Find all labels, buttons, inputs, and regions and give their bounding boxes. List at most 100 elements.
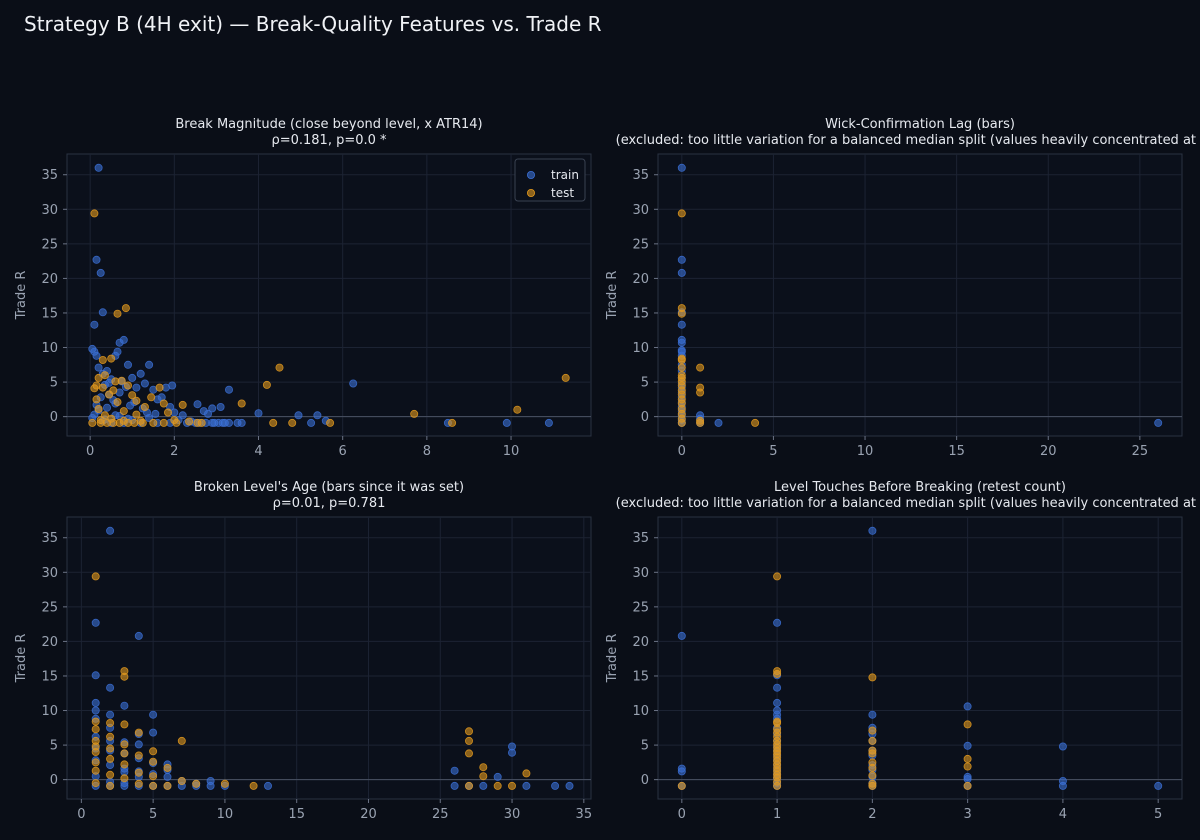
train-point xyxy=(1154,781,1163,790)
y-tick-label: 5 xyxy=(50,739,58,754)
train-point xyxy=(91,618,100,627)
test-point xyxy=(696,418,705,427)
y-tick-label: 30 xyxy=(41,566,58,581)
train-point xyxy=(94,163,103,172)
y-tick-label: 25 xyxy=(632,237,649,252)
test-point xyxy=(464,736,473,745)
train-point xyxy=(140,379,149,388)
train-point xyxy=(507,748,516,757)
train-point xyxy=(868,526,877,535)
y-tick-label: 20 xyxy=(41,635,58,650)
test-point xyxy=(120,672,129,681)
test-point xyxy=(92,395,101,404)
test-point xyxy=(868,763,877,772)
y-tick-label: 35 xyxy=(41,168,58,183)
train-point xyxy=(450,781,459,790)
test-point xyxy=(106,719,115,728)
test-point xyxy=(773,669,782,678)
test-point xyxy=(868,781,877,790)
train-point xyxy=(206,781,215,790)
test-point xyxy=(163,781,172,790)
train-point xyxy=(1058,742,1067,751)
train-point xyxy=(134,740,143,749)
y-tick-label: 20 xyxy=(632,635,649,650)
legend-label-train: train xyxy=(551,168,579,182)
test-point xyxy=(117,376,126,385)
test-point xyxy=(120,720,129,729)
test-point xyxy=(88,418,97,427)
train-point xyxy=(544,418,553,427)
test-point xyxy=(513,405,522,414)
train-point xyxy=(90,320,99,329)
x-tick-label: 35 xyxy=(576,807,593,822)
test-point xyxy=(119,407,128,416)
train-point xyxy=(106,710,115,719)
test-point xyxy=(113,398,122,407)
test-point xyxy=(149,418,158,427)
test-point xyxy=(163,408,172,417)
x-tick-label: 15 xyxy=(288,807,305,822)
x-tick-label: 20 xyxy=(360,807,377,822)
train-point xyxy=(132,383,141,392)
x-tick-label: 15 xyxy=(948,444,965,459)
test-point xyxy=(138,418,147,427)
y-tick-label: 10 xyxy=(41,704,58,719)
test-point xyxy=(507,781,516,790)
train-point xyxy=(677,268,686,277)
test-point xyxy=(963,781,972,790)
train-point xyxy=(773,618,782,627)
test-point xyxy=(677,363,686,372)
subplot-2: 0 5 10 15 20 25 0 5 10 15 20 25 30 35 Wick-Confirmatio… xyxy=(605,117,1200,459)
test-point xyxy=(100,371,109,380)
x-tick-label: 20 xyxy=(1040,444,1057,459)
test-point xyxy=(163,763,172,772)
y-tick-label: 0 xyxy=(50,773,58,788)
train-point xyxy=(136,369,145,378)
train-point xyxy=(551,781,560,790)
train-point xyxy=(149,710,158,719)
test-point xyxy=(159,399,168,408)
x-tick-label: 25 xyxy=(1132,444,1149,459)
test-point xyxy=(106,770,115,779)
test-point xyxy=(134,768,143,777)
test-point xyxy=(868,771,877,780)
points-group xyxy=(88,163,570,427)
test-point xyxy=(120,774,129,783)
train-point xyxy=(263,781,272,790)
test-point xyxy=(98,355,107,364)
legend: train test xyxy=(514,158,586,202)
x-tick-label: 2 xyxy=(868,807,876,822)
subplot-subtitle: (excluded: too little variation for a ba… xyxy=(616,496,1200,511)
points-group xyxy=(677,163,1163,427)
test-point xyxy=(479,772,488,781)
test-point xyxy=(132,396,141,405)
test-point xyxy=(177,777,186,786)
train-point xyxy=(106,683,115,692)
test-point xyxy=(249,781,258,790)
test-point xyxy=(262,380,271,389)
train-point xyxy=(450,766,459,775)
test-point xyxy=(172,418,181,427)
test-point xyxy=(149,757,158,766)
y-tick-label: 0 xyxy=(641,410,649,425)
test-point xyxy=(410,409,419,418)
train-point xyxy=(113,347,122,356)
test-point xyxy=(106,744,115,753)
legend-marker-train xyxy=(527,170,536,179)
test-point xyxy=(192,779,201,788)
test-point xyxy=(220,779,229,788)
y-axis-label: Trade R xyxy=(14,634,29,684)
train-point xyxy=(128,373,137,382)
train-point xyxy=(307,418,316,427)
x-tick-label: 10 xyxy=(503,444,520,459)
legend-marker-test xyxy=(527,188,536,197)
subplot-subtitle: ρ=0.181, p=0.0 * xyxy=(271,133,387,148)
train-point xyxy=(126,401,135,410)
y-tick-label: 25 xyxy=(41,237,58,252)
train-point xyxy=(773,683,782,692)
test-point xyxy=(464,781,473,790)
test-point xyxy=(96,416,105,425)
test-point xyxy=(963,720,972,729)
train-point xyxy=(565,781,574,790)
test-point xyxy=(773,781,782,790)
